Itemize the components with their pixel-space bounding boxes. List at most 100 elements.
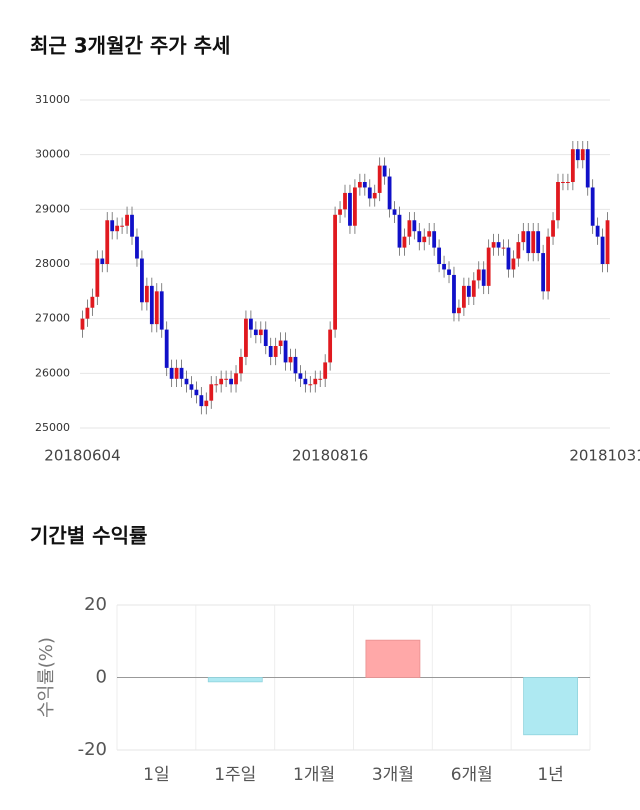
y-tick-label: 25000 — [35, 421, 70, 434]
candle-body — [600, 236, 605, 264]
bar — [365, 639, 421, 678]
candle-body — [575, 149, 580, 161]
candle-body — [90, 296, 95, 308]
candle-body — [536, 231, 541, 254]
candle-body — [323, 362, 328, 379]
candle-body — [561, 182, 565, 183]
candle-body — [135, 236, 139, 259]
candle-body — [189, 384, 194, 390]
candle-body — [194, 389, 199, 396]
candle-body — [298, 373, 303, 379]
candle-body — [244, 318, 248, 357]
candle-body — [412, 220, 417, 232]
candle-body — [125, 214, 129, 226]
candle-body — [169, 367, 174, 379]
candle-body — [140, 258, 144, 303]
candle-body — [234, 373, 238, 385]
candle-body — [224, 378, 229, 380]
candle-body — [278, 340, 283, 346]
candle-body — [367, 187, 372, 199]
x-tick-label: 1개월 — [293, 765, 335, 785]
y-tick-label: 0 — [96, 667, 107, 688]
candle-body — [204, 400, 209, 407]
candle-body — [338, 209, 342, 215]
x-tick-label: 1년 — [537, 765, 563, 785]
y-tick-label: 27000 — [35, 312, 70, 325]
candle-body — [85, 307, 90, 319]
candle-body — [303, 378, 308, 385]
candle-body — [556, 182, 560, 221]
candle-body — [372, 192, 377, 199]
candle-body — [293, 356, 298, 374]
candle-body — [565, 182, 570, 183]
candle-body — [130, 214, 134, 237]
y-tick-label: 28000 — [35, 257, 70, 270]
x-tick-label: 6개월 — [451, 765, 493, 785]
candle-body — [605, 220, 610, 264]
candle-body — [144, 285, 149, 303]
x-tick-label: 20180816 — [292, 447, 368, 465]
candle-body — [422, 236, 427, 243]
candle-body — [110, 220, 115, 232]
candle-body — [432, 231, 437, 248]
candle-body — [184, 378, 189, 385]
candle-body — [580, 149, 585, 161]
candle-body — [452, 274, 456, 314]
candle-body — [491, 242, 496, 248]
candle-body — [333, 214, 337, 330]
candle-body — [80, 318, 85, 330]
candle-body — [149, 285, 154, 325]
candle-body — [209, 384, 214, 401]
candle-body — [174, 367, 179, 379]
y-tick-label: 20 — [84, 594, 107, 615]
candle-body — [268, 346, 273, 357]
candle-body — [179, 367, 184, 379]
candle-body — [283, 340, 288, 363]
candle-body — [427, 231, 432, 237]
candle-body — [353, 187, 357, 226]
candle-body — [199, 395, 204, 407]
candle-body — [288, 356, 293, 363]
candle-body — [407, 220, 412, 237]
candle-body — [471, 280, 476, 297]
y-tick-label: 29000 — [35, 202, 70, 215]
candle-body — [377, 165, 382, 193]
chart-title: 기간별 수익률 — [30, 524, 147, 548]
candle-body — [526, 231, 531, 254]
candle-body — [219, 378, 224, 385]
candle-body — [541, 253, 546, 292]
candle-body — [214, 384, 219, 386]
candle-body — [531, 231, 536, 254]
candle-body — [387, 176, 392, 210]
candle-body — [437, 247, 442, 264]
candle-body — [313, 378, 318, 385]
candle-body — [570, 149, 575, 182]
bar — [207, 677, 263, 683]
candle-body — [516, 242, 521, 259]
candle-body — [105, 220, 110, 264]
candle-body — [318, 378, 323, 380]
candle-body — [95, 258, 100, 297]
candle-body — [457, 307, 461, 314]
x-tick-label: 3개월 — [372, 765, 414, 785]
candle-body — [248, 318, 253, 330]
candle-body — [362, 182, 367, 188]
candle-body — [546, 236, 550, 292]
bar — [523, 677, 578, 736]
candle-body — [496, 242, 501, 248]
y-axis-label: 수익률(%) — [36, 637, 57, 718]
candle-body — [392, 209, 397, 215]
candle-body — [585, 149, 590, 188]
candle-body — [461, 285, 466, 308]
candle-body — [100, 258, 105, 264]
candle-body — [229, 378, 233, 385]
y-tick-label: 30000 — [35, 148, 70, 161]
candle-body — [273, 346, 278, 357]
chart-title: 최근 3개월간 주가 추세 — [30, 34, 230, 58]
candle-body — [417, 231, 422, 243]
candle-body — [253, 329, 258, 336]
candle-body — [521, 231, 526, 243]
x-tick-label: 20180604 — [44, 447, 120, 465]
candle-body — [442, 264, 446, 270]
